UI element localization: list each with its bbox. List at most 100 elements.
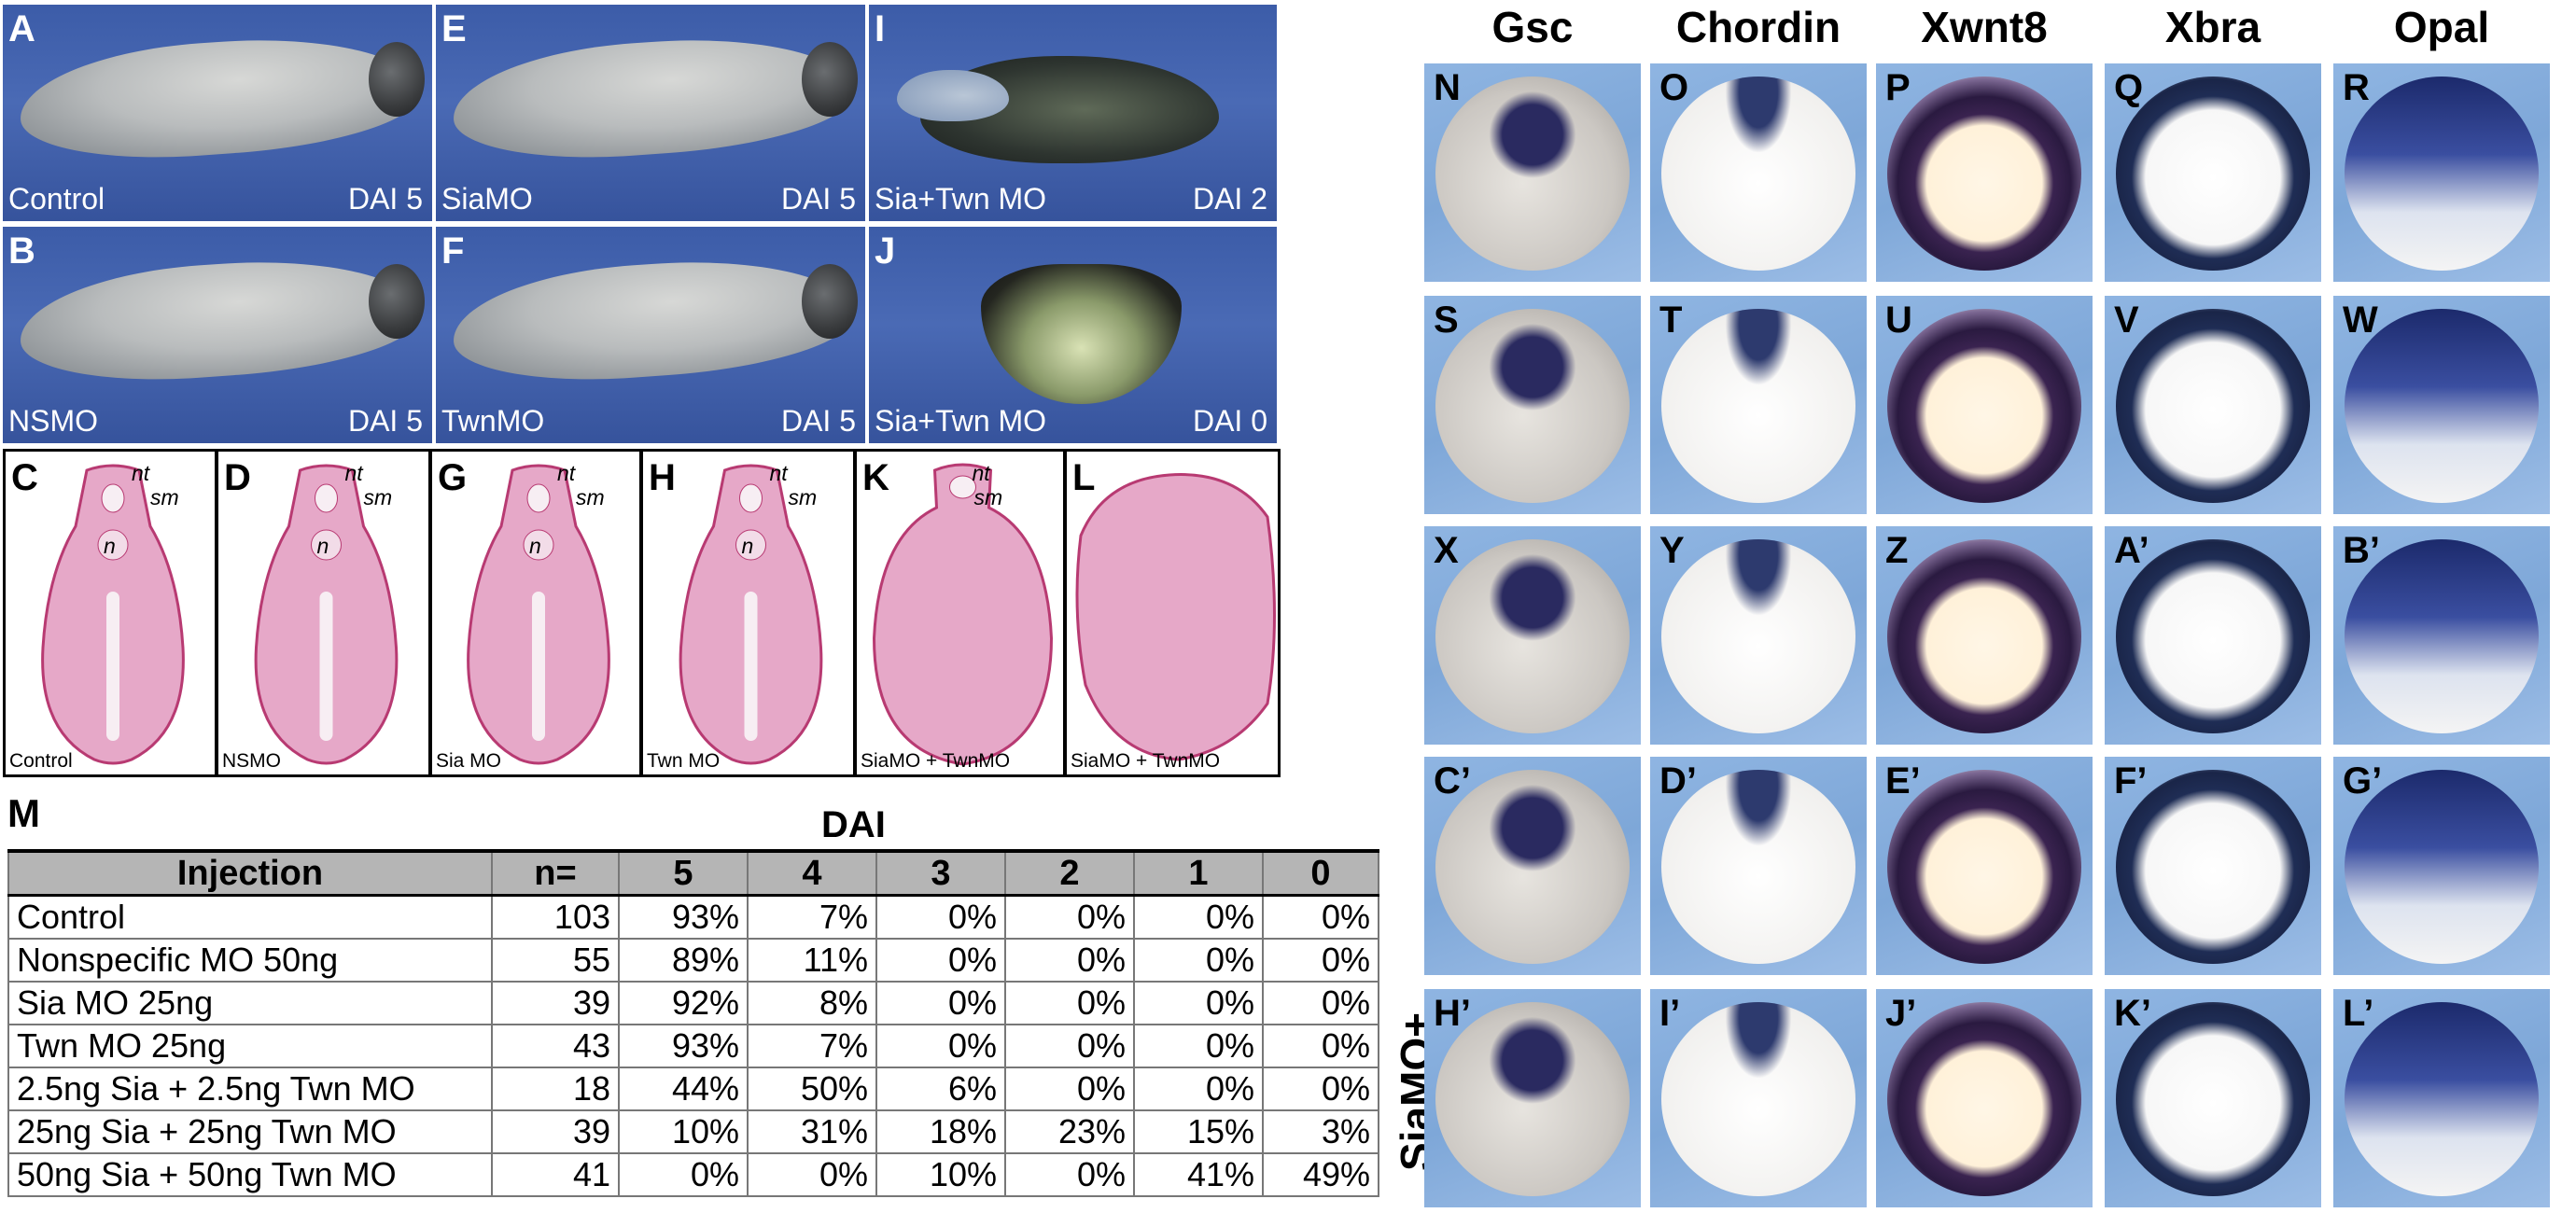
- table-cell: 44%: [618, 1067, 749, 1111]
- tissue-section: [872, 463, 1054, 766]
- tadpole-body: [449, 28, 858, 168]
- table-cell: 0%: [875, 981, 1006, 1025]
- embryo: [2116, 1002, 2310, 1196]
- panel-dai: DAI 5: [347, 182, 423, 216]
- table-cell: 3%: [1262, 1109, 1379, 1154]
- panel-letter: S: [1434, 300, 1459, 341]
- panel-letter: I’: [1659, 993, 1681, 1034]
- embryo: [1661, 77, 1855, 271]
- table-cell: 0%: [875, 938, 1006, 983]
- table-cell: 7%: [747, 894, 877, 940]
- embryo: [1661, 539, 1855, 733]
- table-cell: 18: [491, 1067, 620, 1111]
- in-situ-panel: Z: [1876, 526, 2093, 745]
- histology-panel: H Twn MO nt sm n: [640, 449, 856, 777]
- panel-letter: B: [8, 230, 35, 272]
- in-situ-panel: J’: [1876, 989, 2093, 1207]
- tadpole-head: [369, 264, 425, 339]
- embryo: [1887, 1002, 2081, 1196]
- notochord: [97, 529, 129, 561]
- panel-letter: E’: [1885, 760, 1921, 802]
- table-cell: 11%: [747, 938, 877, 983]
- panel-letter: T: [1659, 300, 1683, 341]
- panel-letter: A: [8, 8, 35, 49]
- section-drawing: [679, 464, 823, 765]
- embryo: [1435, 539, 1630, 733]
- panel-caption: SiaMO + TwnMO: [1071, 750, 1221, 772]
- histology-panel: K SiaMO + TwnMO nt sm: [854, 449, 1066, 777]
- panel-letter: O: [1659, 67, 1689, 108]
- tadpole-body: [16, 250, 425, 390]
- table-header-cell: n=: [491, 849, 620, 897]
- in-situ-panel: I’: [1650, 989, 1867, 1207]
- in-situ-panel: U: [1876, 296, 2093, 514]
- section-drawing: [1075, 473, 1276, 761]
- panel-letter: B’: [2343, 530, 2380, 571]
- table-cell: 0%: [747, 1152, 877, 1197]
- in-situ-panel: E’: [1876, 757, 2093, 975]
- tadpole-head: [369, 42, 425, 117]
- table-row: Nonspecific MO 50ng 55 89% 11% 0% 0% 0% 0%: [7, 938, 1379, 983]
- in-situ-panel: A’: [2105, 526, 2321, 745]
- panel-letter: E: [441, 8, 467, 49]
- tadpole-head: [802, 264, 858, 339]
- table-panel-label: M: [7, 791, 40, 835]
- in-situ-panel: N: [1424, 63, 1641, 282]
- embryo: [2345, 539, 2539, 733]
- in-situ-panel: R: [2333, 63, 2550, 282]
- table-cell: 8%: [747, 981, 877, 1025]
- panel-letter: N: [1434, 67, 1461, 108]
- panel-letter: C’: [1434, 760, 1471, 802]
- section-drawing: [254, 464, 399, 765]
- table-cell: Sia MO 25ng: [7, 981, 493, 1025]
- table-cell: 50%: [747, 1067, 877, 1111]
- table-cell: 0%: [875, 894, 1006, 940]
- table-cell: 49%: [1262, 1152, 1379, 1197]
- table-cell: 0%: [1133, 938, 1264, 983]
- embryo: [2345, 1002, 2539, 1196]
- neural-tube: [526, 483, 551, 513]
- table-cell: 0%: [1262, 1024, 1379, 1068]
- table-header-cell: 0: [1262, 849, 1379, 897]
- histology-panel: G Sia MO nt sm n: [429, 449, 642, 777]
- panel-caption: Control: [8, 182, 105, 216]
- panel-letter: F’: [2114, 760, 2148, 802]
- panel-letter: G’: [2343, 760, 2383, 802]
- dai-table: Injection n= 5 4 3 2 1 0 Control 103 93% 7% 0% 0% 0% 0%…: [7, 849, 1379, 1197]
- table-cell: 6%: [875, 1067, 1006, 1111]
- embryo: [1435, 770, 1630, 964]
- in-situ-panel: O: [1650, 63, 1867, 282]
- table-header-cell: 4: [747, 849, 877, 897]
- embryo: [1661, 1002, 1855, 1196]
- table-cell: 55: [491, 938, 620, 983]
- panel-letter: K: [862, 457, 889, 498]
- table-cell: 0%: [1262, 981, 1379, 1025]
- panel-caption: Sia+Twn MO: [875, 404, 1047, 438]
- table-header-cell: 3: [875, 849, 1006, 897]
- in-situ-panel: S: [1424, 296, 1641, 514]
- annotation-n: n: [741, 534, 754, 558]
- in-situ-panel: G’: [2333, 757, 2550, 975]
- notochord: [523, 529, 554, 561]
- table-cell: 103: [491, 894, 620, 940]
- tadpole-head: [802, 42, 858, 117]
- table-cell: 0%: [1133, 981, 1264, 1025]
- column-header: Chordin: [1675, 3, 1841, 51]
- in-situ-panel: F’: [2105, 757, 2321, 975]
- panel-letter: Y: [1659, 530, 1685, 571]
- tadpole-panel: B NSMO DAI 5: [3, 227, 432, 443]
- panel-letter: J: [875, 230, 896, 272]
- table-row: Control 103 93% 7% 0% 0% 0% 0%: [7, 894, 1379, 940]
- table-cell: 0%: [1004, 894, 1135, 940]
- table-cell: Control: [7, 894, 493, 940]
- panel-dai: DAI 0: [1192, 404, 1267, 438]
- panel-letter: L’: [2343, 993, 2374, 1034]
- neural-tube: [739, 483, 763, 513]
- annotation-sm: sm: [973, 485, 1003, 509]
- table-row: 50ng Sia + 50ng Twn MO 41 0% 0% 10% 0% 41% 49%: [7, 1152, 1379, 1197]
- histology-panel: L SiaMO + TwnMO: [1064, 449, 1281, 777]
- tissue-section: [1075, 473, 1276, 761]
- panel-caption: Sia+Twn MO: [875, 182, 1047, 216]
- panel-letter: L: [1072, 457, 1096, 498]
- tadpole-panel: F TwnMO DAI 5: [436, 227, 865, 443]
